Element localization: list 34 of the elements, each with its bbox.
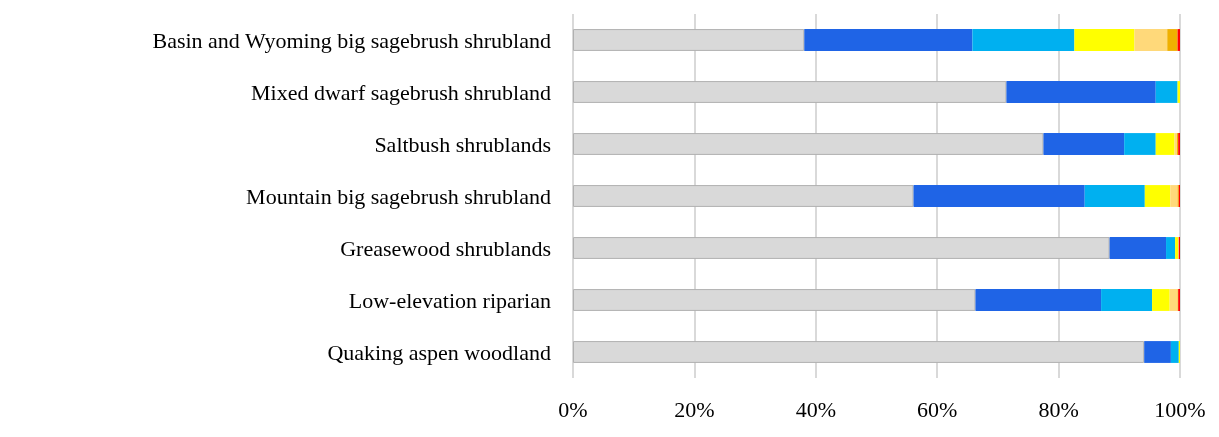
y-tick-label: Basin and Wyoming big sagebrush shrubland: [152, 27, 551, 53]
y-tick-label: Mixed dwarf sagebrush shrubland: [251, 79, 551, 105]
bar: [972, 29, 1075, 51]
bar: [804, 29, 973, 51]
y-tick-label: Quaking aspen woodland: [327, 339, 551, 365]
x-tick-label: 0%: [558, 396, 588, 422]
bar: [1166, 237, 1176, 259]
bar: [1144, 185, 1171, 207]
bar: [1134, 29, 1168, 51]
bar: [1155, 81, 1178, 103]
bar: [1167, 29, 1178, 51]
y-tick-label: Mountain big sagebrush shrubland: [246, 183, 551, 209]
bar: [1074, 29, 1135, 51]
bar: [1006, 81, 1156, 103]
x-tick-label: 100%: [1154, 396, 1206, 422]
bar: [975, 289, 1102, 311]
bar: [1124, 133, 1156, 155]
y-tick-label: Saltbush shrublands: [374, 131, 551, 157]
bar: [1155, 133, 1175, 155]
bar: [1170, 185, 1178, 207]
bar: [1170, 341, 1179, 363]
x-tick-label: 40%: [795, 396, 836, 422]
bar: [1043, 133, 1125, 155]
x-tick-label: 20%: [674, 396, 715, 422]
bar: [1109, 237, 1167, 259]
y-tick-label: Low-elevation riparian: [348, 287, 551, 313]
bar: [913, 185, 1085, 207]
bar: [1152, 289, 1170, 311]
y-tick-label: Greasewood shrublands: [340, 235, 551, 261]
bar: [1144, 341, 1171, 363]
bar: [1084, 185, 1145, 207]
x-tick-label: 60%: [917, 396, 958, 422]
bar: [1101, 289, 1153, 311]
x-tick-label: 80%: [1038, 396, 1079, 422]
